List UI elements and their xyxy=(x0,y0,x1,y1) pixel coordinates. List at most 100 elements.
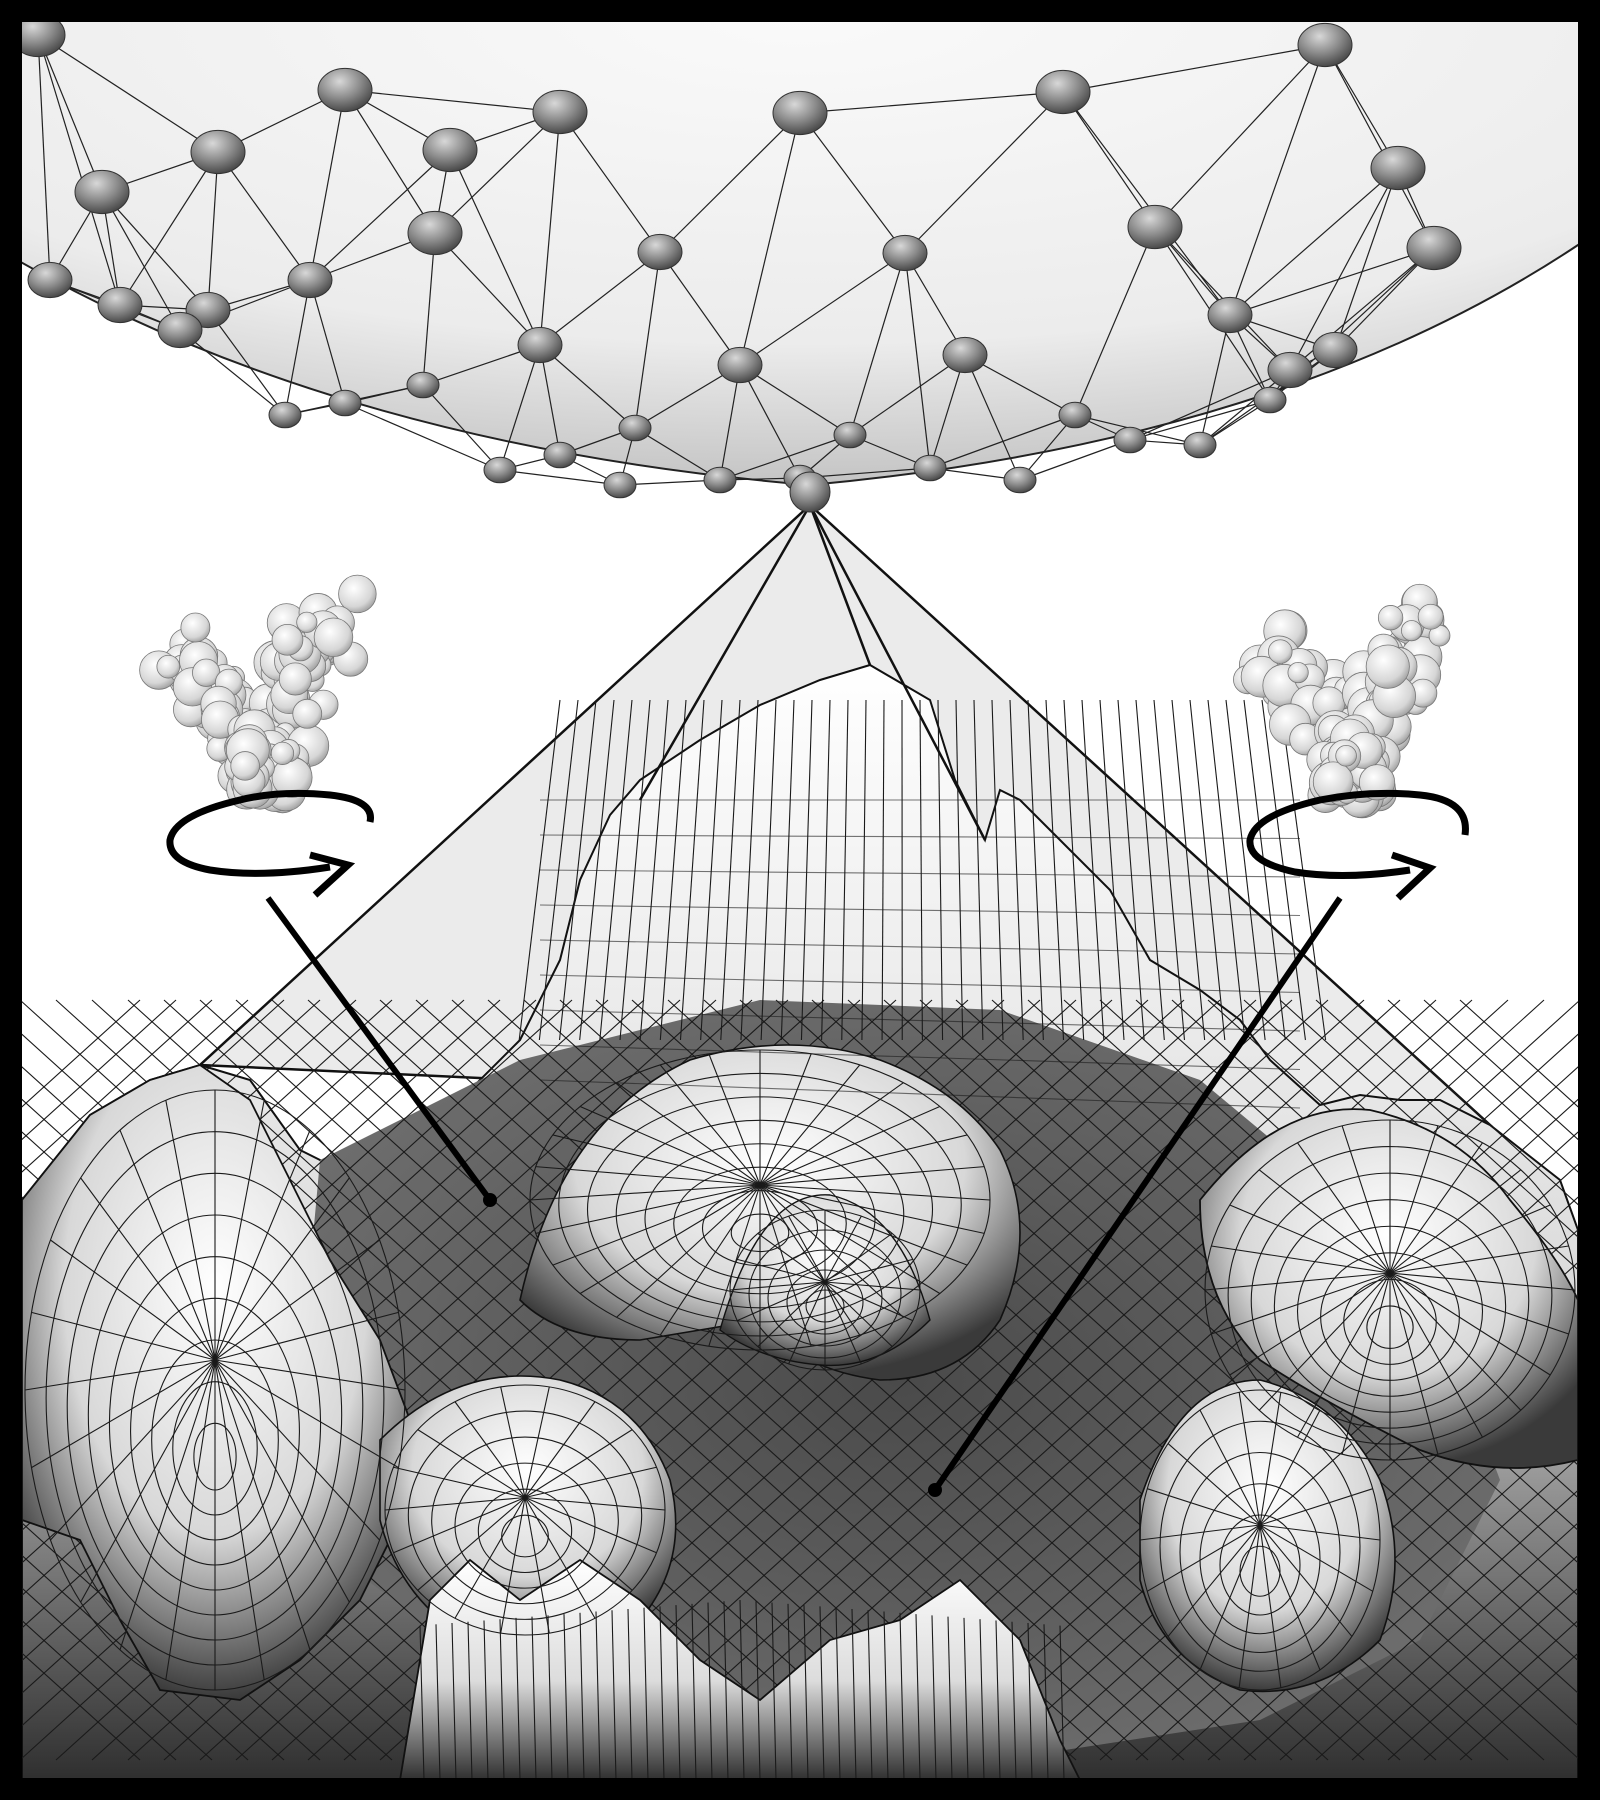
hemisphere-node-icon xyxy=(328,389,362,417)
mesh-edge xyxy=(719,434,851,481)
floor-grid-line xyxy=(1315,1522,1578,1761)
mesh-edge xyxy=(1019,439,1131,481)
wall-grid-line xyxy=(539,904,1301,917)
floor-grid-line xyxy=(1423,1619,1578,1761)
projection-line-b xyxy=(808,504,872,666)
wall-grid-line xyxy=(760,699,777,1041)
contour-line xyxy=(1219,1514,1301,1616)
mesh-edge xyxy=(344,89,561,113)
front-grid-line xyxy=(1011,1621,1017,1778)
contour-spoke xyxy=(1259,1488,1373,1526)
wall-grid-line xyxy=(955,699,964,1041)
hemisphere-node-icon xyxy=(1058,401,1092,429)
contour-spoke xyxy=(214,1100,265,1361)
wall-grid-line xyxy=(539,834,1301,840)
rotation-arrow-head xyxy=(1390,851,1437,901)
contour-spoke xyxy=(500,1386,526,1498)
contour-spoke xyxy=(1211,1272,1391,1335)
contour-spoke xyxy=(524,1386,550,1498)
pointer-line-right xyxy=(932,896,1343,1492)
mesh-edge xyxy=(1324,44,1435,249)
projection-line-a xyxy=(638,504,812,801)
mesh-edge xyxy=(619,479,721,486)
front-grid-line xyxy=(979,1619,985,1778)
wall-grid-line xyxy=(659,699,687,1041)
contour-spoke xyxy=(824,1232,893,1283)
molecule-left xyxy=(139,574,497,1207)
front-grid-line xyxy=(995,1620,1001,1778)
mesh-edge xyxy=(309,89,346,281)
wall-grid-line xyxy=(1063,699,1085,1041)
floor-grid-line xyxy=(1351,1554,1578,1761)
contour-spoke xyxy=(417,1429,526,1498)
front-grid-line xyxy=(611,1610,617,1778)
rotation-arrow-head xyxy=(309,851,356,898)
minimum-marker-left xyxy=(483,1193,497,1207)
floor-grid-line xyxy=(22,999,213,1173)
hemisphere-node-icon xyxy=(603,471,637,499)
contour-spoke xyxy=(31,1359,216,1469)
protein-lobe xyxy=(1287,661,1309,684)
wall-grid-line xyxy=(539,1009,1301,1032)
front-grid-line xyxy=(883,1611,889,1778)
mesh-edge xyxy=(929,414,1076,469)
contour-spoke xyxy=(214,1359,265,1680)
floor-grid-line xyxy=(1423,999,1578,1141)
contour-spoke xyxy=(759,1166,985,1186)
front-grid-line xyxy=(915,1614,921,1778)
front-grid-line xyxy=(595,1611,601,1778)
focus-node xyxy=(789,471,831,513)
contour-spoke xyxy=(524,1497,633,1591)
mesh-edge xyxy=(964,354,1021,481)
contour-spoke xyxy=(1204,1272,1391,1291)
mesh-edge xyxy=(659,251,741,366)
protein-lobe xyxy=(1335,744,1357,767)
front-grid-line xyxy=(467,1621,473,1778)
wall-grid-line xyxy=(679,699,705,1041)
contour-spoke xyxy=(1259,1524,1353,1637)
mesh-edge xyxy=(659,112,801,253)
hemisphere-node-icon xyxy=(703,466,737,494)
front-grid-line xyxy=(659,1606,665,1778)
mesh-edge xyxy=(1154,44,1326,228)
contour-spoke xyxy=(214,1359,311,1650)
floor-grid-line xyxy=(1243,1457,1578,1761)
mesh-edge xyxy=(634,251,661,429)
floor-grid-line xyxy=(1279,1489,1578,1761)
contour-spoke xyxy=(1167,1443,1261,1526)
contour-spoke xyxy=(165,1100,216,1361)
hemisphere-node-icon xyxy=(1406,225,1462,271)
hemisphere-node-icon xyxy=(1113,426,1147,454)
contour-spoke xyxy=(759,1184,904,1318)
contour-spoke xyxy=(524,1466,657,1499)
front-grid-line xyxy=(419,1625,425,1778)
contour-spoke xyxy=(24,1359,216,1391)
mesh-edge xyxy=(37,34,103,193)
wall-grid-line xyxy=(539,1079,1301,1109)
contour-spoke xyxy=(759,1184,812,1347)
contour-spoke xyxy=(1199,1524,1261,1671)
contour-line xyxy=(1239,1545,1281,1597)
contour-spoke xyxy=(1147,1488,1261,1526)
floor-grid-line xyxy=(415,999,1257,1761)
wall-grid-line xyxy=(539,974,1301,994)
hemisphere-node-icon xyxy=(483,456,517,484)
mesh-edge xyxy=(422,232,436,386)
wall-grid-line xyxy=(518,699,561,1041)
contour-spoke xyxy=(529,1184,761,1201)
contour-spoke xyxy=(165,1359,216,1680)
wall-grid-line xyxy=(1135,699,1165,1041)
floor-grid-line xyxy=(22,999,429,1369)
mesh-edge xyxy=(119,151,219,306)
front-grid-line xyxy=(499,1619,505,1778)
contour-spoke xyxy=(824,1215,862,1283)
mesh-edge xyxy=(799,112,906,254)
front-grid-line xyxy=(435,1624,441,1778)
mesh-edge xyxy=(539,111,561,346)
contour-spoke xyxy=(417,1497,526,1591)
contour-spoke xyxy=(214,1177,350,1361)
mesh-edge xyxy=(179,329,286,416)
contour-spoke xyxy=(214,1311,399,1361)
mesh-edge xyxy=(37,34,219,153)
mesh-edge xyxy=(434,111,561,234)
